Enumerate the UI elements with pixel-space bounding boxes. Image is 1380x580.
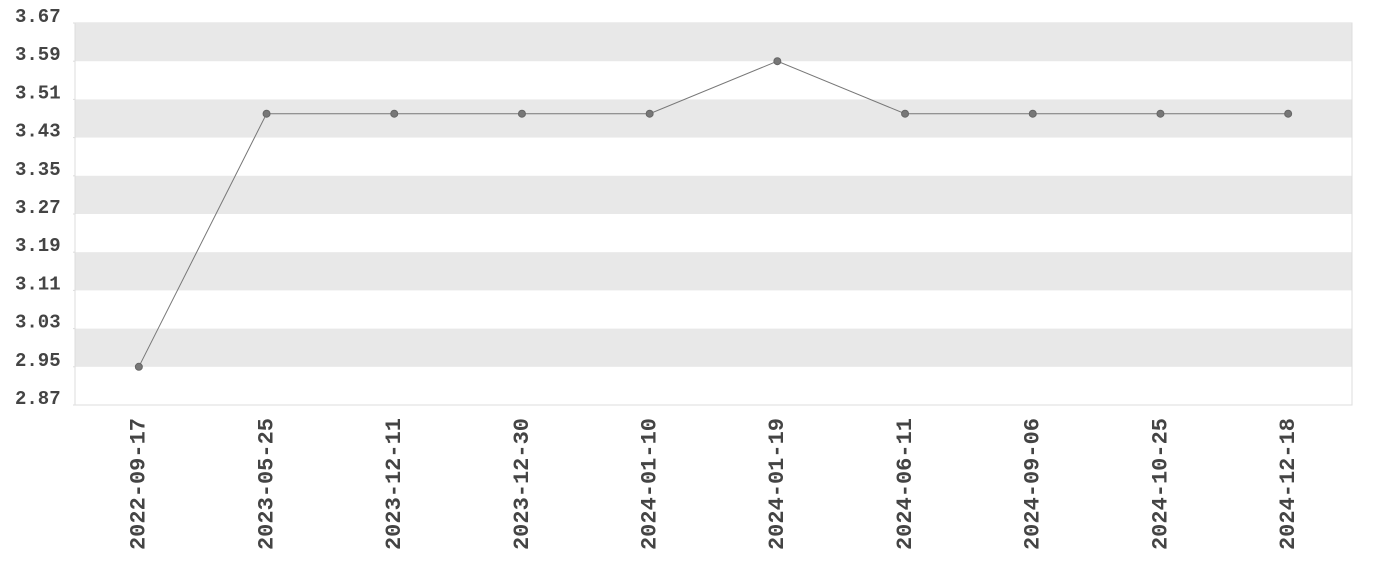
grid-band — [75, 175, 1352, 214]
point — [1156, 109, 1165, 118]
y-tick-label: 3.11 — [15, 273, 61, 295]
y-tick-label: 2.95 — [15, 350, 61, 372]
y-tick-label: 3.19 — [15, 235, 61, 257]
y-tick-label: 3.35 — [15, 159, 61, 181]
y-tick-label: 3.67 — [15, 6, 61, 28]
grid-band — [75, 252, 1352, 291]
point — [262, 109, 271, 118]
point — [1284, 109, 1293, 118]
x-tick-label: 2023-12-30 — [510, 418, 535, 550]
x-tick-label: 2023-12-11 — [382, 418, 407, 550]
x-tick-label: 2022-09-17 — [127, 418, 152, 550]
x-tick-label: 2024-01-19 — [765, 418, 790, 550]
x-tick-label: 2023-05-25 — [254, 418, 279, 550]
y-tick-label: 3.27 — [15, 197, 61, 219]
x-tick-label: 2024-06-11 — [893, 418, 918, 550]
y-tick-label: 2.87 — [15, 388, 61, 410]
x-tick-label: 2024-10-25 — [1148, 418, 1173, 550]
y-tick-label: 3.59 — [15, 44, 61, 66]
x-tick-label: 2024-12-18 — [1276, 418, 1301, 550]
grid-band — [75, 23, 1352, 62]
y-tick-label: 3.43 — [15, 121, 61, 143]
point — [134, 362, 143, 371]
point — [517, 109, 526, 118]
x-tick-label: 2024-01-10 — [637, 418, 662, 550]
grid-band — [75, 328, 1352, 367]
line — [138, 60, 1289, 368]
y-tick-label: 3.03 — [15, 312, 61, 334]
y-tick-label: 3.51 — [15, 82, 61, 104]
grid-band — [75, 99, 1352, 138]
point — [773, 57, 782, 66]
point — [901, 109, 910, 118]
x-tick-label: 2024-09-06 — [1021, 418, 1046, 550]
point — [390, 109, 399, 118]
point — [1028, 109, 1037, 118]
point — [645, 109, 654, 118]
